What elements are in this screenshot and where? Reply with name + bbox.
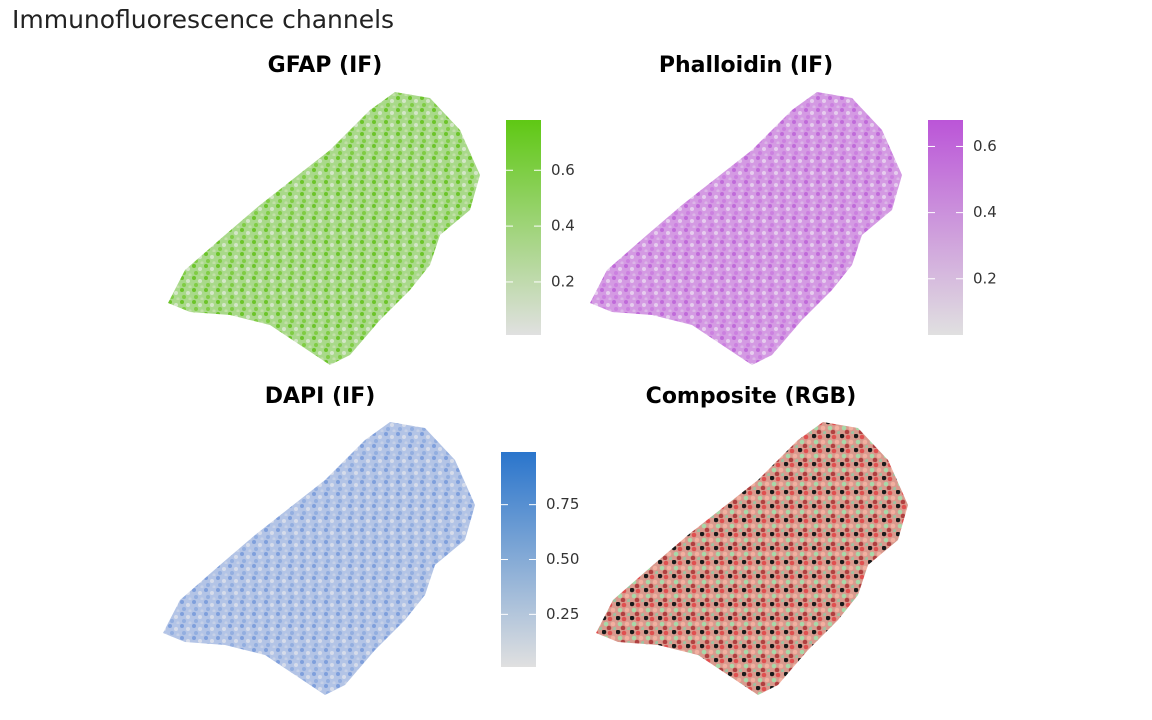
tick-label: 0.2 — [973, 269, 997, 287]
panel-title: DAPI (IF) — [265, 384, 376, 409]
panel-title: Composite (RGB) — [646, 384, 857, 409]
panel: GFAP (IF) 0.2 0.4 0.6 — [168, 53, 575, 365]
tick-label: 0.4 — [973, 203, 997, 221]
tick-label: 0.6 — [973, 137, 997, 155]
panels: GFAP (IF) 0.2 0.4 0.6 Phalloidin (IF) 0.2 0.4 0… — [163, 53, 997, 695]
tick-label: 0.50 — [546, 550, 579, 568]
figure-title: Immunofluorescence channels — [12, 5, 394, 34]
panel: DAPI (IF) 0.25 0.50 0.75 — [163, 384, 579, 695]
tick-label: 0.2 — [551, 272, 575, 290]
tick-label: 0.75 — [546, 495, 579, 513]
colorbar — [506, 120, 541, 335]
tissue-spots — [596, 422, 908, 695]
tick-label: 0.6 — [551, 161, 575, 179]
tissue-spots — [168, 92, 480, 365]
tick-label: 0.25 — [546, 605, 579, 623]
panel: Phalloidin (IF) 0.2 0.4 0.6 — [590, 53, 997, 365]
tick-label: 0.4 — [551, 217, 575, 235]
panel-title: GFAP (IF) — [268, 53, 383, 78]
colorbar — [928, 120, 963, 335]
panel: Composite (RGB) — [596, 384, 908, 695]
tissue-spots — [590, 92, 902, 365]
panel-title: Phalloidin (IF) — [659, 53, 833, 78]
tissue-spots — [163, 422, 475, 695]
